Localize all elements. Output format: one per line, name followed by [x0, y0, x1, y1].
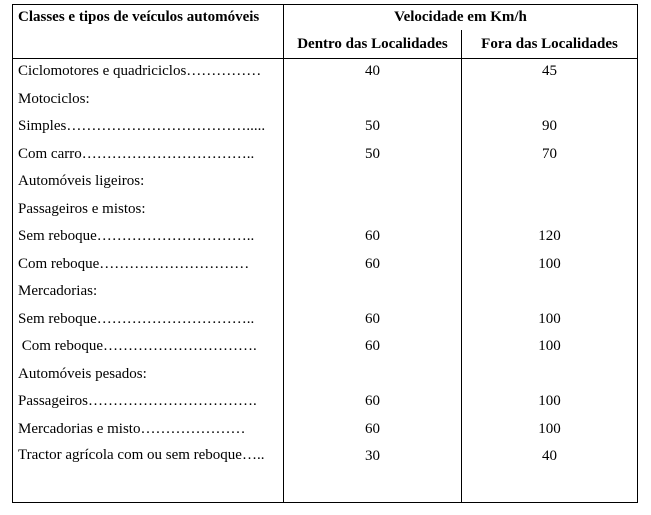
cell: 60 — [365, 255, 380, 272]
row-label: Tractor agrícola com ou sem reboque….. — [18, 447, 265, 463]
cell: 60 — [365, 310, 380, 327]
row-label: Ciclomotores e quadriciclos…………… — [18, 63, 262, 79]
row-label: Com reboque………………………… — [18, 255, 250, 272]
cell: 100 — [538, 310, 561, 327]
cell: 100 — [538, 338, 561, 354]
cell: 60 — [365, 338, 380, 354]
cell: 70 — [542, 145, 557, 162]
cell: 45 — [542, 63, 557, 79]
cell: 60 — [365, 228, 380, 244]
border — [12, 58, 638, 59]
border — [12, 502, 638, 503]
row-label: Com reboque…………………………. — [18, 338, 257, 354]
row-label: Mercadorias: — [18, 283, 98, 299]
row-label: Mercadorias e misto………………… — [18, 420, 246, 437]
row-label: Automóveis pesados: — [18, 365, 147, 382]
cell: 30 — [365, 448, 380, 464]
cell: 100 — [538, 420, 561, 437]
border — [461, 30, 462, 503]
col-header: Dentro das Localidades — [297, 36, 448, 52]
cell: 50 — [365, 118, 380, 134]
group-header: Velocidade em Km/h — [394, 9, 527, 25]
border — [12, 4, 13, 503]
row-label: Automóveis ligeiros: — [18, 173, 145, 189]
border — [637, 4, 638, 503]
cell: 40 — [365, 63, 380, 79]
row-label: Passageiros……………………………. — [18, 393, 257, 409]
cell: 40 — [542, 448, 557, 464]
border — [12, 4, 638, 5]
row-label: Passageiros e mistos: — [18, 200, 146, 217]
cell: 100 — [538, 255, 561, 272]
cell: 60 — [365, 420, 380, 437]
cell: 60 — [365, 393, 380, 409]
row-label: Motociclos: — [18, 90, 90, 107]
border — [283, 4, 284, 503]
col-header: Classes e tipos de veículos automóveis — [18, 9, 260, 25]
col-header: Fora das Localidades — [481, 36, 618, 52]
row-label: Simples………………………………..... — [18, 118, 266, 134]
row-label: Sem reboque………………………….. — [18, 310, 255, 327]
row-label: Com carro…………………………….. — [18, 145, 255, 162]
cell: 120 — [538, 228, 561, 244]
row-label: Sem reboque………………………….. — [18, 228, 255, 244]
cell: 100 — [538, 393, 561, 409]
cell: 50 — [365, 145, 380, 162]
cell: 90 — [542, 118, 557, 134]
